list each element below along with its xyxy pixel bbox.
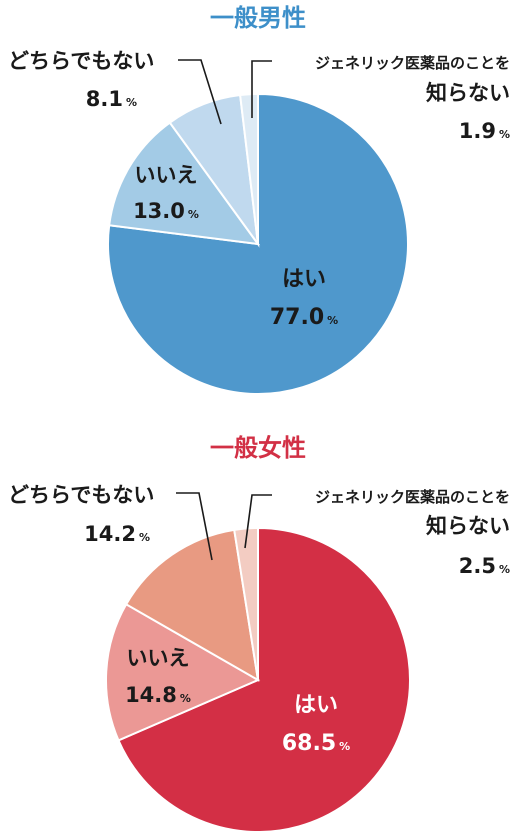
chart1-value-yes: 77.0%	[270, 305, 338, 330]
chart1-slice-unknown	[239, 92, 259, 245]
chart2-title: 一般女性	[210, 434, 306, 462]
chart1-label-unknown-line1: ジェネリック医薬品のことを	[315, 54, 510, 72]
chart2-value-neither: 14.2%	[84, 522, 150, 546]
chart2-slice-no	[105, 602, 261, 742]
chart2-value-no: 14.8%	[125, 683, 191, 707]
chart2-slice-neither	[124, 528, 260, 682]
chart2-label-unknown-line2: 知らない	[426, 514, 510, 538]
chart1-label-no: いいえ	[135, 163, 198, 187]
chart1-value-unknown: 1.9%	[459, 119, 510, 143]
chart1-slices	[107, 92, 409, 395]
chart2-slice-yes	[117, 526, 411, 831]
chart1-title: 一般男性	[210, 4, 306, 32]
chart1-slice-yes	[107, 92, 409, 395]
chart2-label-yes: はい	[294, 693, 338, 718]
chart1-label-unknown-line2: 知らない	[426, 81, 510, 105]
chart2-slice-unknown	[233, 526, 259, 681]
chart2-leader-neither	[176, 492, 213, 561]
chart2-value-unknown: 2.5%	[459, 554, 510, 578]
chart1-label-yes: はい	[282, 267, 326, 292]
chart1-slice-no	[108, 121, 261, 246]
chart1-leader-unknown	[251, 60, 272, 118]
chart2-label-unknown-line1: ジェネリック医薬品のことを	[315, 488, 510, 506]
chart2-label-neither: どちらでもない	[8, 483, 154, 507]
chart1-leader-neither	[178, 59, 222, 125]
chart2-label-no: いいえ	[127, 646, 190, 670]
chart2-slices	[105, 526, 411, 831]
chart2-value-yes: 68.5%	[282, 731, 350, 756]
chart1-value-neither: 8.1%	[86, 87, 137, 111]
chart2-leader-unknown	[244, 494, 272, 549]
chart1-value-no: 13.0%	[133, 199, 199, 223]
chart1-label-neither: どちらでもない	[8, 49, 154, 73]
